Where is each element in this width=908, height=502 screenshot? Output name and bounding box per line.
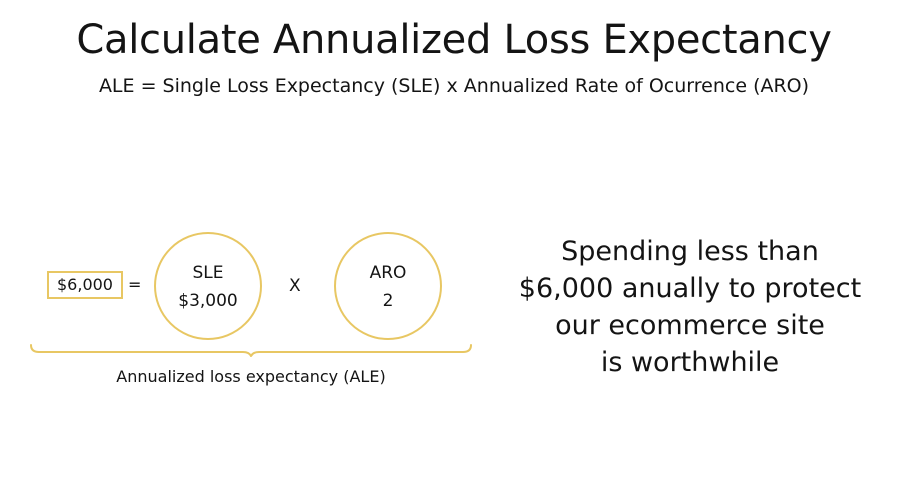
conclusion-line: our ecommerce site xyxy=(555,310,825,341)
sle-label: SLE xyxy=(192,263,224,283)
formula-text: ALE = Single Loss Expectancy (SLE) x Ann… xyxy=(98,75,810,97)
sle-value: $3,000 xyxy=(178,291,238,311)
aro-label: ARO xyxy=(369,263,407,283)
aro-value: 2 xyxy=(382,291,394,311)
conclusion-line: Spending less than xyxy=(561,236,819,267)
equals-sign: = xyxy=(128,275,142,294)
multiply-sign: X xyxy=(289,276,301,296)
conclusion-line: is worthwhile xyxy=(600,347,780,378)
page-title: Calculate Annualized Loss Expectancy xyxy=(76,17,832,63)
conclusion-line: $6,000 anually to protect xyxy=(518,273,862,304)
brace-icon xyxy=(30,344,472,357)
ale-result-box: $6,000 xyxy=(47,271,123,299)
conclusion-text: Spending less than $6,000 anually to pro… xyxy=(500,233,880,381)
aro-circle: ARO 2 xyxy=(334,232,442,340)
brace-label: Annualized loss expectancy (ALE) xyxy=(116,367,386,386)
sle-circle: SLE $3,000 xyxy=(154,232,262,340)
